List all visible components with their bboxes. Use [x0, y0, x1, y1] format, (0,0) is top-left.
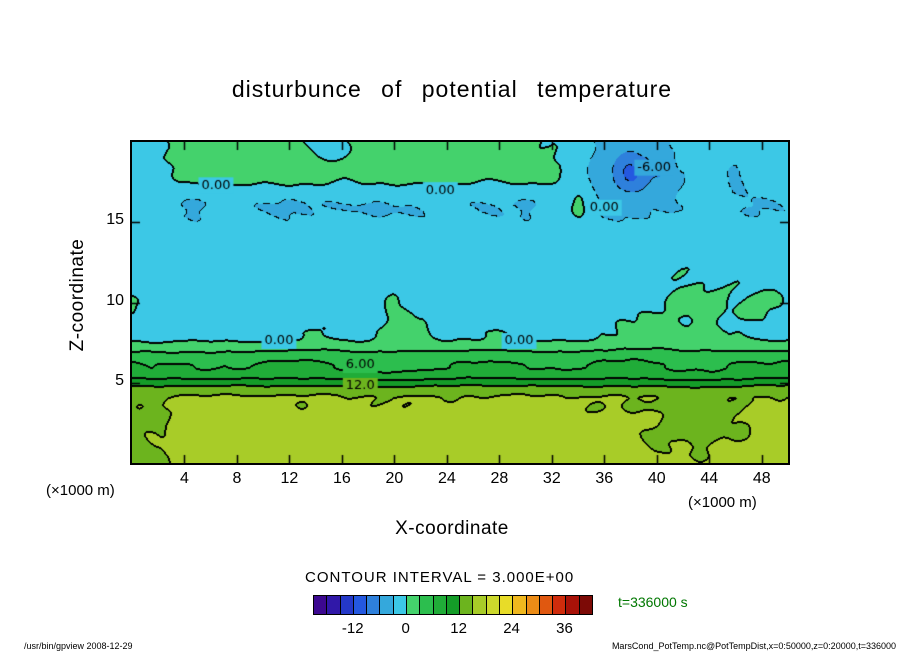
x-axis-unit: (×1000 m): [688, 494, 757, 511]
colorbar-tick-label: 24: [503, 620, 520, 637]
z-axis-unit: (×1000 m): [46, 482, 115, 499]
x-tick-label: 48: [752, 470, 771, 487]
x-tick-label: 4: [180, 470, 189, 487]
contour-field-canvas: [132, 142, 788, 463]
colorbar-segment: [353, 596, 368, 614]
x-tick-label: 20: [385, 470, 404, 487]
x-tick-label: 24: [437, 470, 456, 487]
y-tick-label: 10: [106, 291, 124, 309]
colorbar-tick-label: 0: [401, 620, 410, 637]
y-tick-label: 15: [106, 211, 124, 229]
colorbar-segment: [340, 596, 354, 614]
y-tick-label: 5: [115, 371, 124, 389]
x-tick-label: 44: [700, 470, 719, 487]
colorbar-segment: [446, 596, 461, 614]
x-tick-label: 40: [647, 470, 666, 487]
y-axis-label: Z-coordinate: [67, 238, 88, 352]
x-axis-label: X-coordinate: [395, 518, 509, 539]
contour-interval-text: CONTOUR INTERVAL = 3.000E+00: [305, 569, 575, 586]
colorbar-segment: [327, 596, 341, 614]
colorbar-segment: [367, 596, 381, 614]
colorbar-segment: [539, 596, 554, 614]
page-title: disturbunce of potential temperature: [231, 76, 673, 102]
x-tick-label: 16: [333, 470, 351, 487]
x-tick-label: 8: [232, 470, 242, 487]
time-label: t=336000 s: [618, 594, 688, 610]
colorbar-segment: [314, 596, 328, 614]
colorbar-segment: [406, 596, 421, 614]
colorbar-tick-label: 36: [556, 620, 573, 637]
colorbar-tick-label: 12: [450, 620, 467, 637]
colorbar-segment: [579, 596, 592, 614]
plot-area: [130, 140, 790, 465]
colorbar-segment: [473, 596, 487, 614]
x-tick-label: 36: [595, 470, 614, 487]
x-tick-label: 28: [490, 470, 509, 487]
x-tick-label: 32: [542, 470, 561, 487]
colorbar-segment: [460, 596, 474, 614]
colorbar-tick-label: -12: [341, 620, 364, 637]
colorbar-segment: [553, 596, 567, 614]
colorbar: [313, 595, 593, 615]
colorbar-segment: [526, 596, 540, 614]
colorbar-segment: [513, 596, 527, 614]
colorbar-segment: [433, 596, 447, 614]
colorbar-segment: [499, 596, 514, 614]
x-tick-label: 12: [280, 470, 299, 487]
footer-command-text: /usr/bin/gpview 2008-12-29: [24, 641, 133, 651]
footer-source-text: MarsCond_PotTemp.nc@PotTempDist,x=0:5000…: [611, 641, 896, 651]
colorbar-segment: [393, 596, 407, 614]
colorbar-segment: [420, 596, 434, 614]
colorbar-segment: [566, 596, 580, 614]
colorbar-segment: [486, 596, 500, 614]
colorbar-segment: [380, 596, 394, 614]
